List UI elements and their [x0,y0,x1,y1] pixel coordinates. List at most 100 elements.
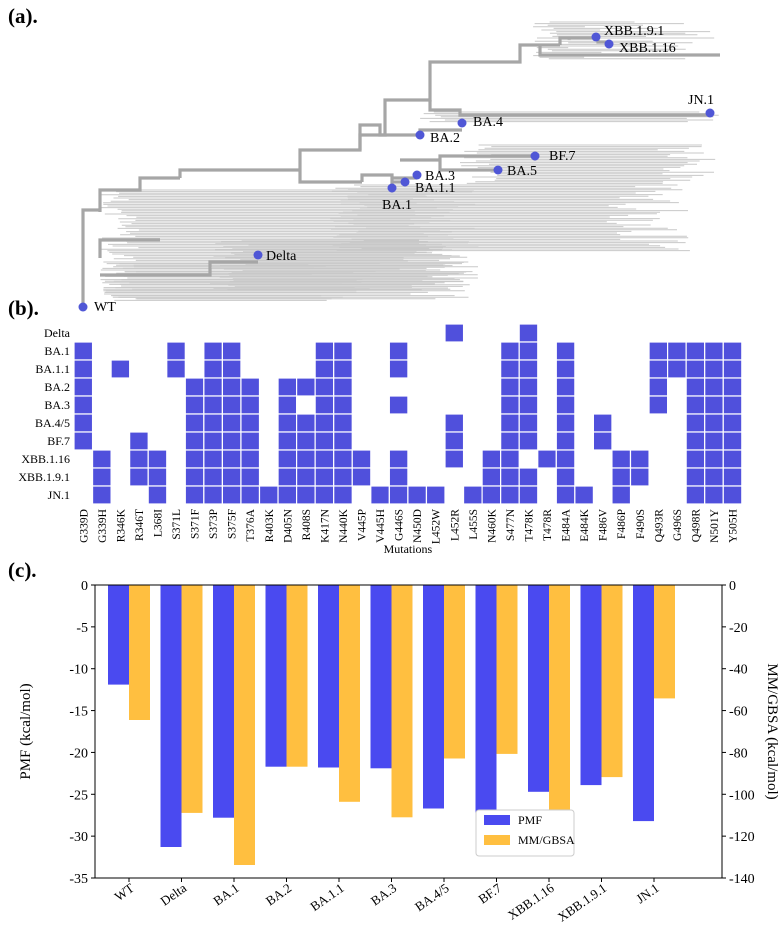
tree-node-label: BA.1 [382,198,412,213]
heatmap-cell [277,431,298,451]
heatmap-cell [314,377,335,397]
tree-nodes: WT Delta BA.1BA.1.1BA.3 BA.5 BF.7 BA.2 BA.4 JN.… [78,24,715,315]
heatmap-cell [666,359,687,379]
pmf-bar [160,585,182,847]
heatmap-cell [277,449,298,469]
y-tick-label-right: -120 [729,830,755,845]
heatmap-cell [184,413,205,433]
x-tick-label: BA.1 [210,880,241,908]
heatmap-cell [147,449,168,469]
heatmap-cell [184,395,205,415]
mmgbsa-bar [286,585,308,767]
heatmap-cell [555,341,576,361]
y-tick-label-right: -20 [729,621,748,636]
heatmap-cell [221,467,242,487]
panel-b-label: (b). [8,296,39,320]
heatmap-cell [129,431,149,451]
tree-node-dot [591,32,601,42]
heatmap-cell [722,485,743,505]
heatmap-cell [333,431,353,451]
tree-node-dot [78,302,88,312]
heatmap-cell [184,377,205,397]
tree-branch [358,123,462,150]
heatmap-cell [555,377,576,397]
heatmap-col-label: T478K [523,508,535,541]
heatmap-cell [296,431,316,451]
heatmap-cell [203,485,224,505]
heatmap-cell [704,413,724,433]
heatmap-cell [481,449,502,469]
heatmap-cell [73,377,94,397]
heatmap-cell [203,449,224,469]
tree-node-label: BA.5 [507,164,537,179]
heatmap-col-label: N501Y [709,508,721,543]
mmgbsa-bar [339,585,360,802]
heatmap-cell [518,467,539,487]
heatmap-cell [333,341,353,361]
heatmap-cell [518,359,539,379]
mmgbsa-bar [181,585,203,813]
heatmap-cell [277,485,298,505]
heatmap-cell [296,449,316,469]
heatmap-cell [555,449,576,469]
heatmap-cell [388,485,409,505]
y-tick-label-right: -100 [729,788,755,803]
tree-branch [178,168,300,178]
tree-node-label: BF.7 [549,149,576,164]
tree-leaf-fill [100,21,719,301]
heatmap-cell [333,485,353,505]
y-tick-label-right: -80 [729,746,748,761]
heatmap-col-label: K417N [319,508,331,543]
heatmap-cell [648,377,669,397]
heatmap-cell [333,377,353,397]
heatmap-cell [184,467,205,487]
x-tick-label: BA.2 [263,880,294,908]
heatmap-cell [704,359,724,379]
mmgbsa-bar [549,585,570,814]
heatmap-cell [240,467,261,487]
heatmap-col-label: L368I [152,509,164,537]
y-axis-label-left: PMF (kcal/mol) [18,683,34,779]
heatmap-cell [166,359,186,379]
heatmap-cell [407,485,428,505]
heatmap-cell [555,359,576,379]
heatmap-col-label: L452W [431,509,443,544]
legend-label: PMF [518,813,542,827]
heatmap-cell [91,467,112,487]
phylogenetic-tree: WT Delta BA.1BA.1.1BA.3 BA.5 BF.7 BA.2 BA.4 JN.… [78,21,720,315]
x-tick-label: XBB.1.9.1 [555,880,609,924]
heatmap-col-label: E484A [561,508,573,541]
tree-node-dot [412,170,422,180]
mmgbsa-bar [234,585,255,865]
heatmap-cell [388,449,409,469]
heatmap-cell [574,485,594,505]
tree-node-dot [705,108,715,118]
heatmap-cell [258,485,279,505]
heatmap-cell [73,341,94,361]
heatmap-cell [129,449,149,469]
pmf-bar [213,585,234,818]
heatmap-cell [704,485,724,505]
heatmap-cell [685,431,706,451]
heatmap-cell [73,395,94,415]
y-tick-label-left: -15 [69,705,88,720]
heatmap-cell [388,395,409,415]
heatmap-cell [147,467,168,487]
panel-c-label: (c). [8,558,37,582]
heatmap-cell [500,431,520,451]
heatmap-cell [500,449,520,469]
heatmap-col-label: E484K [579,508,591,541]
heatmap-cell [592,431,613,451]
heatmap-cell [296,485,316,505]
heatmap-cell [388,341,409,361]
heatmap-col-label: R403K [264,508,276,542]
y-tick-label-left: -10 [69,663,88,678]
heatmap-col-label: G339D [78,509,90,543]
heatmap-col-label: Q493R [653,509,665,543]
tree-branch [98,238,160,258]
heatmap-col-label: Y505H [728,509,740,543]
heatmap-cell [722,449,743,469]
heatmap-cell [592,413,613,433]
heatmap-row-label: BA.2 [44,380,70,394]
tree-branch [81,208,100,306]
